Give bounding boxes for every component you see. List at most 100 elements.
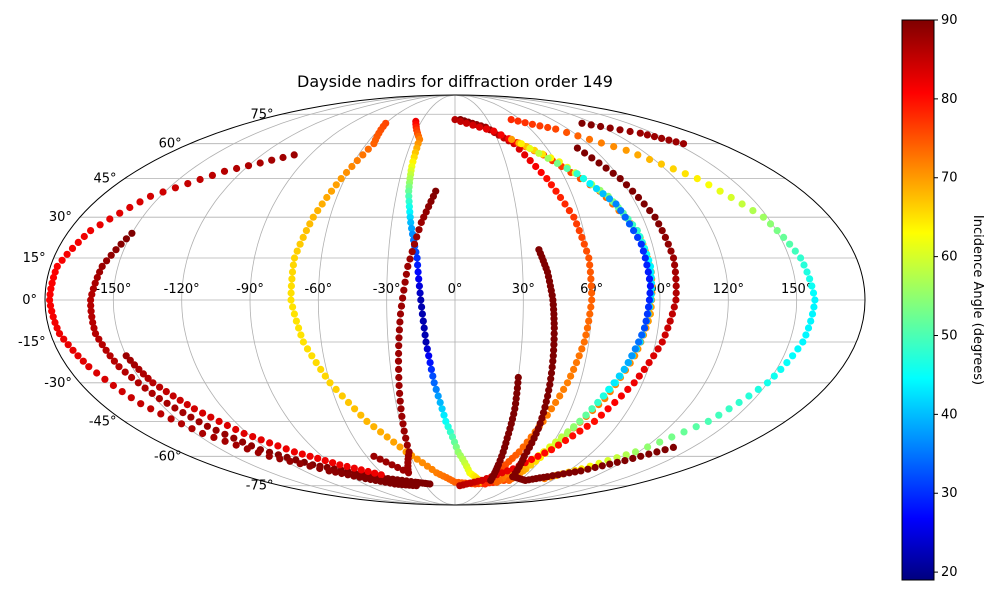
nadir-point: [617, 392, 626, 400]
nadir-point: [526, 157, 534, 165]
nadir-point: [331, 468, 340, 476]
nadir-point: [580, 338, 588, 346]
nadir-point: [554, 441, 563, 449]
lat-tick-label: -45°: [89, 414, 117, 429]
nadir-point: [303, 345, 312, 353]
nadir-point: [287, 296, 295, 304]
nadir-point: [423, 345, 431, 353]
nadir-point: [196, 175, 204, 184]
nadir-point: [412, 482, 420, 490]
nadir-point: [572, 359, 581, 367]
nadir-point: [606, 124, 614, 132]
nadir-point: [183, 401, 191, 409]
nadir-point: [370, 140, 378, 148]
nadir-point: [395, 342, 403, 350]
nadir-point: [290, 151, 298, 159]
nadir-point: [544, 123, 552, 132]
nadir-point: [611, 398, 619, 407]
nadir-point: [604, 405, 612, 413]
nadir-point: [519, 443, 527, 451]
nadir-point: [396, 310, 405, 318]
nadir-point: [426, 359, 434, 367]
nadir-point: [413, 254, 421, 262]
nadir-point: [493, 478, 501, 486]
nadir-point: [597, 139, 606, 147]
nadir-point: [395, 373, 403, 382]
nadir-point: [323, 193, 331, 202]
nadir-point: [655, 220, 663, 228]
nadir-point: [599, 190, 607, 198]
nadir-point: [639, 247, 648, 255]
nadir-point: [657, 160, 666, 168]
nadir-point: [413, 233, 421, 241]
nadir-point: [586, 261, 594, 269]
nadir-point: [668, 310, 677, 318]
nadir-point: [326, 379, 334, 387]
nadir-point: [543, 175, 551, 183]
nadir-point: [586, 180, 594, 188]
nadir-point: [609, 169, 617, 177]
nadir-point: [244, 162, 253, 170]
nadir-point: [577, 467, 585, 475]
nadir-point: [514, 379, 522, 387]
nadir-point: [130, 361, 139, 369]
nadir-point: [417, 218, 425, 227]
nadir-point: [550, 324, 558, 332]
nadir-point: [155, 395, 163, 403]
nadir-point: [147, 405, 155, 413]
nadir-point: [658, 134, 666, 142]
nadir-point: [547, 369, 556, 377]
nadir-point: [653, 448, 661, 456]
nadir-point: [469, 121, 477, 129]
nadir-point: [514, 117, 522, 125]
nadir-point: [550, 346, 558, 354]
nadir-point: [427, 365, 435, 373]
nadir-point: [332, 181, 340, 189]
nadir-point: [770, 372, 778, 380]
nadir-point: [402, 270, 410, 278]
nadir-point: [552, 398, 560, 407]
nadir-point: [667, 247, 675, 255]
nadir-point: [401, 278, 409, 286]
nadir-point: [629, 187, 637, 195]
nadir-point: [613, 458, 621, 466]
nadir-point: [396, 389, 404, 397]
nadir-point: [777, 365, 785, 373]
nadir-point: [416, 289, 424, 297]
lat-tick-label: 75°: [250, 107, 273, 122]
nadir-point: [514, 373, 522, 382]
nadir-point: [46, 296, 54, 304]
nadir-point: [87, 227, 95, 235]
nadir-point: [622, 451, 630, 459]
nadir-point: [101, 375, 109, 383]
nadir-point: [199, 409, 207, 417]
nadir-point: [430, 379, 438, 387]
nadir-point: [184, 180, 192, 188]
nadir-point: [553, 159, 562, 167]
nadir-point: [475, 123, 484, 131]
nadir-point: [403, 441, 411, 449]
nadir-point: [457, 117, 465, 125]
nadir-point: [364, 467, 372, 476]
nadir-point: [63, 250, 71, 258]
nadir-point: [440, 411, 448, 419]
nadir-point: [503, 467, 511, 475]
colorbar-ticks: 20 30 40 50 60 70 80 90: [934, 13, 958, 580]
nadir-point: [587, 282, 595, 290]
meridian-line: [249, 95, 456, 505]
nadir-point: [547, 181, 556, 189]
nadir-point: [415, 226, 423, 234]
colorbar-tick-label: 40: [941, 407, 958, 422]
colorbar: 20 30 40 50 60 70 80 90 Incidence Angle (degree…: [901, 13, 985, 581]
nadir-point: [628, 352, 636, 360]
nadir-point: [650, 352, 658, 360]
nadir-point: [626, 127, 634, 136]
nadir-point: [645, 359, 653, 367]
nadir-point: [302, 227, 310, 235]
nadir-point: [692, 423, 700, 431]
nadir-point: [587, 121, 595, 129]
nadir-point: [314, 207, 322, 215]
nadir-point: [421, 331, 429, 339]
nadir-point: [521, 119, 529, 127]
nadir-point: [630, 379, 638, 387]
